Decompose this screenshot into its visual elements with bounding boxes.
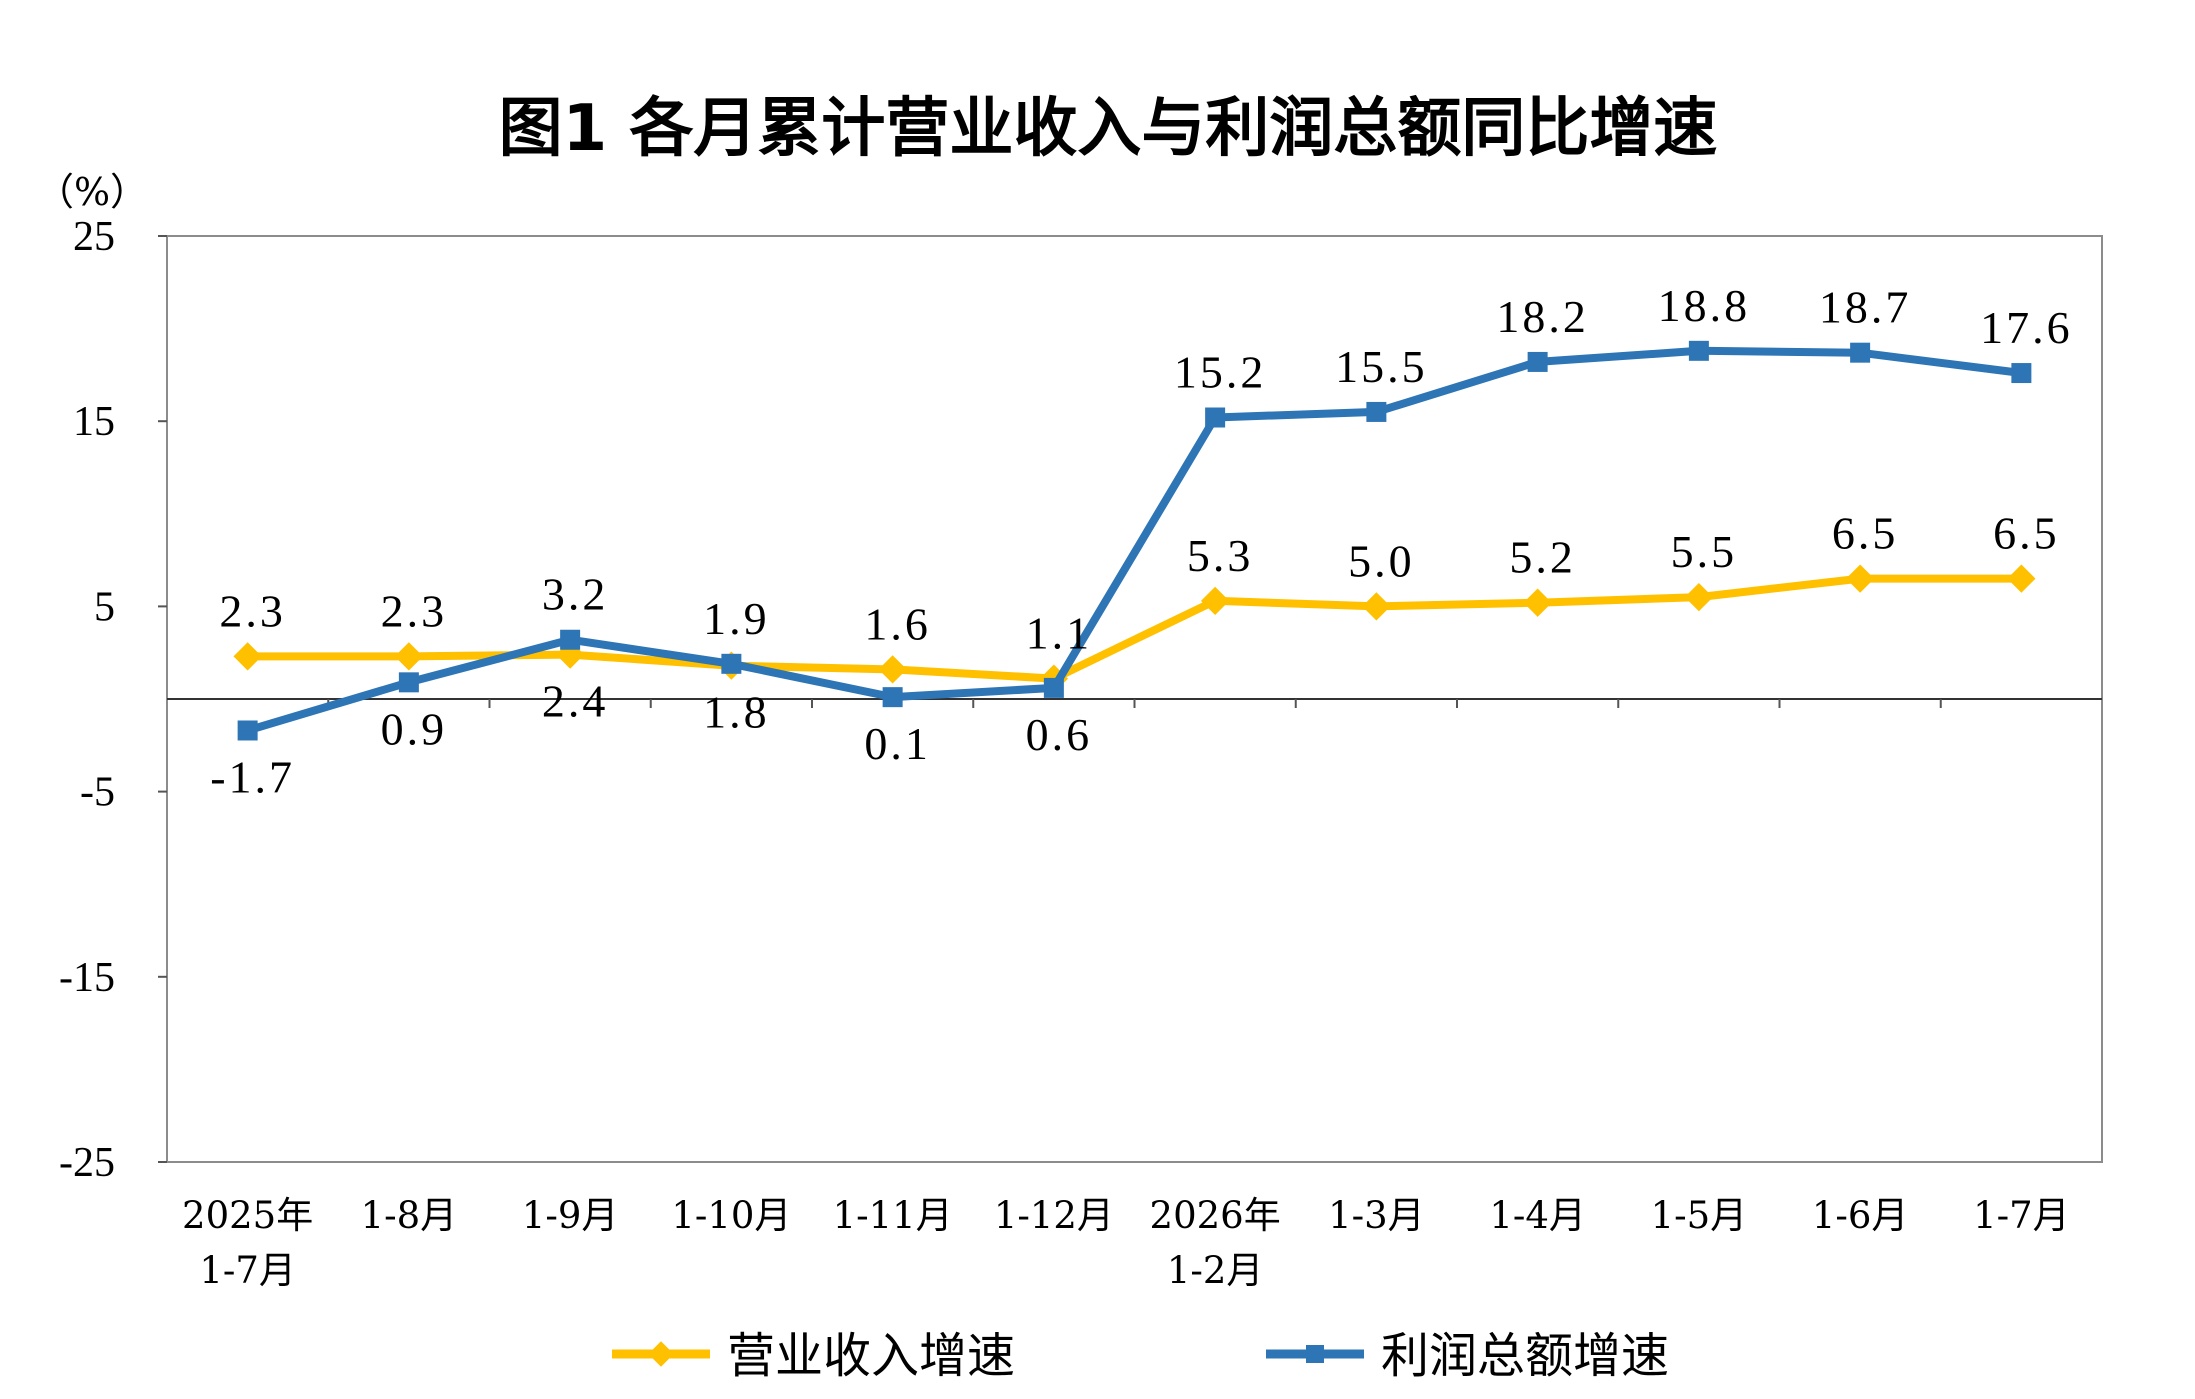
- legend-label-profit: 利润总额增速: [1381, 1328, 1669, 1384]
- profit-data-label: 17.6: [1980, 302, 2073, 353]
- profit-data-label: 18.8: [1658, 280, 1751, 331]
- profit-data-label: 0.6: [1026, 709, 1093, 760]
- profit-point: [1205, 407, 1226, 428]
- series-line-0: [243, 574, 2026, 683]
- profit-point: [2011, 363, 2032, 384]
- revenue-data-label: 1.6: [864, 598, 931, 649]
- revenue-point: [233, 642, 262, 671]
- revenue-point: [2007, 564, 2036, 593]
- profit-point: [882, 687, 903, 708]
- profit-point: [398, 672, 419, 693]
- revenue-point: [394, 642, 424, 671]
- profit-point: [1527, 351, 1548, 372]
- x-tick-label: 1-4月: [1489, 1194, 1586, 1237]
- y-tick-label: -25: [59, 1140, 115, 1186]
- profit-data-label: 18.2: [1496, 291, 1589, 342]
- revenue-data-label: 1.1: [1026, 608, 1093, 659]
- revenue-data-label: 5.2: [1509, 532, 1576, 583]
- legend-marker-revenue: [648, 1341, 674, 1367]
- revenue-data-label: 6.5: [1993, 508, 2060, 559]
- legend: 营业收入增速 利润总额增速: [612, 1328, 1669, 1384]
- revenue-point: [1362, 592, 1391, 621]
- profit-data-label: 1.9: [703, 593, 770, 644]
- profit-data-label: 0.1: [864, 718, 931, 769]
- data-labels: 2.3 -1.7 2.3 0.9 3.2 2.4 1.9 1.8 1.6 0.1 1.1 0.6 15.…: [210, 280, 2073, 803]
- profit-point: [1688, 340, 1709, 361]
- profit-data-label: 0.9: [381, 703, 448, 754]
- profit-point: [721, 653, 742, 674]
- profit-point: [237, 720, 258, 741]
- legend-label-revenue: 营业收入增速: [727, 1328, 1015, 1384]
- y-tick-label: -5: [80, 770, 115, 816]
- profit-point: [1850, 342, 1871, 363]
- x-tick-label: 1-11月: [833, 1194, 953, 1237]
- revenue-data-label: 5.0: [1348, 535, 1415, 586]
- x-tick-label: 1-7月: [1973, 1194, 2070, 1237]
- chart-title: 图1 各月累计营业收入与利润总额同比增速: [499, 92, 1718, 166]
- legend-marker-profit: [1306, 1345, 1324, 1363]
- revenue-data-label: 5.5: [1671, 526, 1738, 577]
- revenue-data-label: 5.3: [1187, 530, 1254, 581]
- x-tick-label: 1-9月: [522, 1194, 619, 1237]
- profit-data-label: 15.5: [1335, 341, 1428, 392]
- revenue-data-label: 2.3: [381, 585, 448, 636]
- revenue-data-label: 2.4: [542, 676, 609, 727]
- y-tick-label: 25: [73, 214, 115, 260]
- profit-point: [1366, 401, 1387, 422]
- revenue-data-label: 1.8: [703, 687, 770, 738]
- profit-data-label: 15.2: [1174, 346, 1267, 397]
- y-tick-label: -15: [59, 955, 115, 1001]
- x-tick-label: 1-5月: [1651, 1194, 1748, 1237]
- x-tick-label: 1-6月: [1812, 1194, 1909, 1237]
- x-tick-label: 1-2月: [1167, 1249, 1264, 1292]
- x-tick-label: 1-8月: [361, 1194, 458, 1237]
- x-tick-label: 1-10月: [671, 1194, 791, 1237]
- profit-point: [560, 629, 581, 650]
- x-tick-label: 2025年: [182, 1194, 313, 1237]
- x-tick-label: 1-7月: [199, 1249, 296, 1292]
- revenue-point: [1523, 588, 1552, 617]
- profit-point: [1043, 677, 1064, 698]
- revenue-data-label: 6.5: [1832, 508, 1899, 559]
- y-tick-label: 15: [73, 399, 115, 445]
- x-tick-label: 2026年: [1150, 1194, 1281, 1237]
- axes: 25 15 5 -5 -15 -25 2025年 1-7月 1-8月 1-9月 1-10月 1-11月…: [59, 214, 2102, 1292]
- legend-item-profit: 利润总额增速: [1266, 1328, 1669, 1384]
- x-tick-label: 1-3月: [1328, 1194, 1425, 1237]
- y-axis-unit: （%）: [36, 170, 148, 214]
- profit-data-label: 18.7: [1819, 282, 1912, 333]
- y-tick-label: 5: [94, 584, 115, 630]
- profit-data-label: -1.7: [210, 751, 295, 802]
- x-tick-label: 1-12月: [994, 1194, 1114, 1237]
- revenue-point: [878, 655, 907, 684]
- revenue-point: [1684, 582, 1714, 612]
- series-layer: [233, 340, 2036, 741]
- profit-data-label: 3.2: [542, 569, 609, 620]
- revenue-data-label: 2.3: [219, 585, 286, 636]
- legend-item-revenue: 营业收入增速: [612, 1328, 1015, 1384]
- revenue-point: [1200, 586, 1230, 615]
- series-line-1: [243, 346, 2026, 735]
- revenue-point: [1845, 564, 1875, 593]
